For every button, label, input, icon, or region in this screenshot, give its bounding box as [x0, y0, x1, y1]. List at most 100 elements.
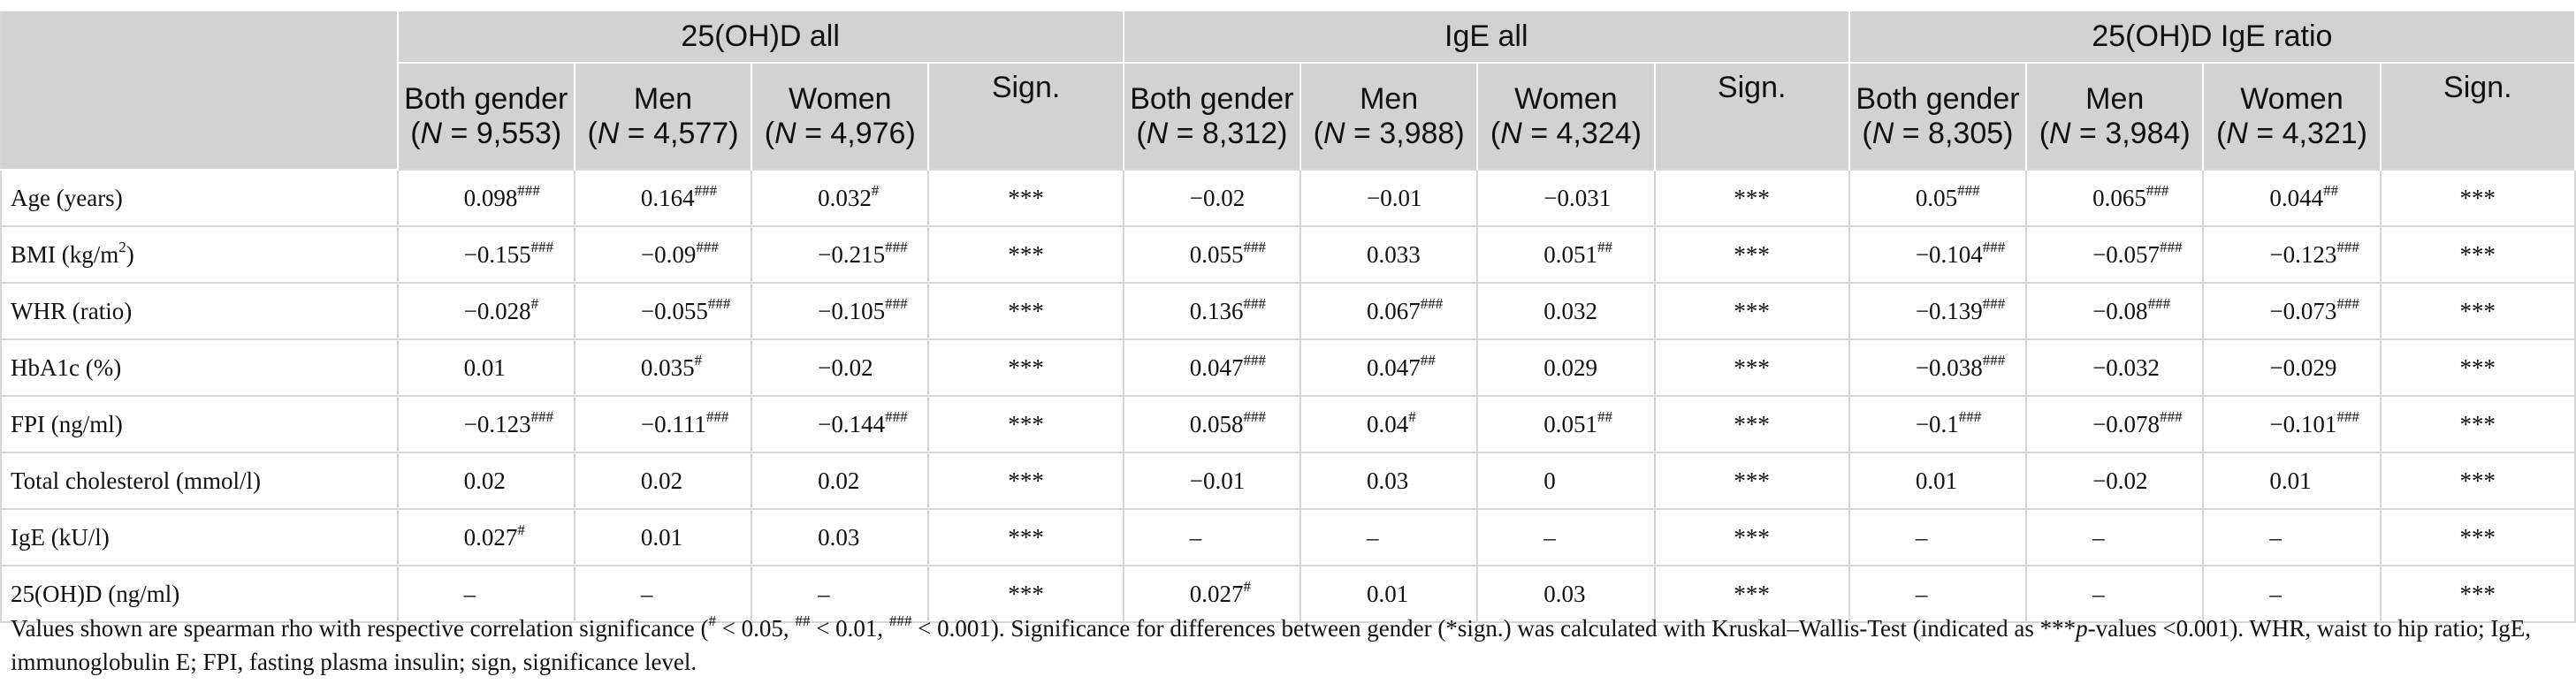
- significance-cell: ***: [1654, 169, 1850, 227]
- value-cell: 0.04#: [1300, 396, 1479, 453]
- value-cell: −0.01: [1123, 452, 1302, 510]
- significance-cell: ***: [2380, 283, 2576, 340]
- table-row: Age (years) 0.098### 0.164### 0.032# *** −0.0…: [1, 169, 2576, 227]
- value-cell: 0.044##: [2203, 169, 2382, 227]
- footnote-sup: ##: [795, 612, 811, 629]
- value-cell: 0.067###: [1300, 283, 1479, 340]
- value-cell: −0.078###: [2026, 396, 2205, 453]
- value-cell: 0.065###: [2026, 169, 2205, 227]
- value-cell: −0.101###: [2203, 396, 2382, 453]
- value-cell: 0.01: [397, 339, 575, 397]
- value-cell: 0.01: [1848, 452, 2028, 510]
- column-header-label: Women: [1514, 82, 1618, 117]
- row-label: IgE (kU/l): [1, 509, 399, 566]
- column-header-label: Sign.: [2443, 71, 2512, 104]
- group-header-ratio: 25(OH)D IgE ratio: [1848, 11, 2576, 64]
- column-header-count: = 9,553): [442, 116, 562, 150]
- value-cell: 0.01: [2203, 452, 2382, 510]
- significance-cell: ***: [2380, 339, 2576, 397]
- column-header-label: Men: [1360, 82, 1419, 117]
- significance-cell: ***: [928, 283, 1124, 340]
- correlation-table: 25(OH)D all IgE all 25(OH)D IgE ratio Bo…: [0, 11, 2576, 623]
- row-label: Total cholesterol (mmol/l): [1, 452, 399, 510]
- column-header-n: N: [2226, 116, 2248, 150]
- significance-cell: ***: [928, 566, 1124, 623]
- significance-cell: ***: [2380, 566, 2576, 623]
- column-header-count: = 8,305): [1894, 116, 2014, 150]
- value-cell: −0.105###: [751, 283, 930, 340]
- value-cell: −0.02: [1123, 169, 1302, 227]
- value-cell: –: [2026, 566, 2205, 623]
- column-header: Men (N = 3,984): [2026, 63, 2205, 170]
- significance-cell: ***: [1654, 283, 1850, 340]
- column-header: Sign.: [1654, 63, 1850, 170]
- footnote-sup: ###: [888, 612, 912, 629]
- value-cell: 0.047##: [1300, 339, 1479, 397]
- row-label: BMI (kg/m2): [1, 226, 399, 284]
- value-cell: 0.032: [1477, 283, 1656, 340]
- column-header-n: N: [1871, 116, 1894, 150]
- column-header: Women (N = 4,976): [751, 63, 930, 170]
- column-header-count: = 3,984): [2070, 116, 2191, 150]
- significance-cell: ***: [2380, 226, 2576, 284]
- corner-cell: [1, 11, 399, 171]
- significance-cell: ***: [928, 339, 1124, 397]
- value-cell: −0.02: [2026, 452, 2205, 510]
- column-header-label: Both gender: [1130, 82, 1294, 117]
- value-cell: −0.09###: [574, 226, 753, 284]
- significance-cell: ***: [928, 452, 1124, 510]
- value-cell: 0.027#: [397, 509, 575, 566]
- column-header-count: = 4,976): [796, 116, 916, 150]
- table-row: 25(OH)D (ng/ml) – – – *** 0.027# 0.01 0.03 *** – –…: [1, 566, 2576, 623]
- column-header: Women (N = 4,321): [2203, 63, 2382, 170]
- column-header: Women (N = 4,324): [1477, 63, 1656, 170]
- table-footnote: Values shown are spearman rho with respe…: [11, 612, 2557, 679]
- value-cell: 0.035#: [574, 339, 753, 397]
- column-header-label: Women: [2240, 82, 2344, 117]
- value-cell: –: [1477, 509, 1656, 566]
- column-header: Both gender (N = 8,312): [1123, 63, 1302, 170]
- value-cell: −0.08###: [2026, 283, 2205, 340]
- column-header-n: N: [420, 116, 443, 150]
- footnote-text: -values <0.001). WHR, waist to hip ratio…: [11, 615, 2532, 675]
- value-cell: 0.051##: [1477, 396, 1656, 453]
- column-header-label: Both gender: [1856, 82, 2020, 117]
- value-cell: –: [1848, 509, 2028, 566]
- significance-cell: ***: [2380, 396, 2576, 453]
- footnote-text: < 0.01,: [810, 615, 889, 642]
- significance-cell: ***: [1654, 226, 1850, 284]
- value-cell: 0.051##: [1477, 226, 1656, 284]
- significance-cell: ***: [1654, 339, 1850, 397]
- value-cell: –: [397, 566, 575, 623]
- row-label: 25(OH)D (ng/ml): [1, 566, 399, 623]
- column-header-label: Men: [633, 82, 693, 117]
- value-cell: −0.02: [751, 339, 930, 397]
- value-cell: 0.03: [1300, 452, 1479, 510]
- column-header-count: = 8,312): [1168, 116, 1288, 150]
- column-header-label: Men: [2085, 82, 2145, 117]
- table-row: IgE (kU/l) 0.027# 0.01 0.03 *** – – – *** – – – ***: [1, 509, 2576, 566]
- value-cell: 0.02: [751, 452, 930, 510]
- value-cell: 0.047###: [1123, 339, 1302, 397]
- value-cell: 0.058###: [1123, 396, 1302, 453]
- footnote-text: < 0.001). Significance for differences b…: [911, 615, 2077, 642]
- value-cell: −0.123###: [397, 396, 575, 453]
- column-header-n: N: [1322, 116, 1345, 150]
- column-header-count: = 4,321): [2247, 116, 2367, 150]
- column-header: Men (N = 3,988): [1300, 63, 1479, 170]
- significance-cell: ***: [928, 396, 1124, 453]
- column-header-label: Sign.: [1717, 71, 1787, 104]
- value-cell: 0: [1477, 452, 1656, 510]
- value-cell: 0.055###: [1123, 226, 1302, 284]
- value-cell: −0.057###: [2026, 226, 2205, 284]
- value-cell: 0.01: [1300, 566, 1479, 623]
- significance-cell: ***: [928, 509, 1124, 566]
- row-label: HbA1c (%): [1, 339, 399, 397]
- column-header: Both gender (N = 8,305): [1848, 63, 2028, 170]
- column-header-label: Sign.: [991, 71, 1061, 104]
- column-header-n: N: [774, 116, 796, 150]
- value-cell: 0.032#: [751, 169, 930, 227]
- value-cell: −0.055###: [574, 283, 753, 340]
- value-cell: 0.027#: [1123, 566, 1302, 623]
- value-cell: −0.038###: [1848, 339, 2028, 397]
